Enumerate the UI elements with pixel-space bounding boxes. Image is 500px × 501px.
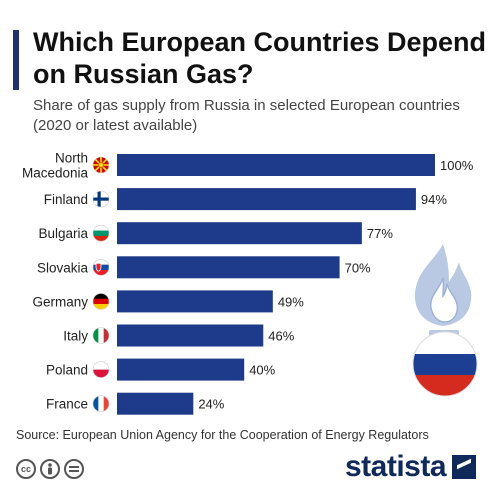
value-label: 94% (421, 192, 447, 207)
flag-outline (92, 224, 110, 242)
value-label: 40% (249, 363, 275, 378)
flag-outline (92, 156, 110, 174)
north-macedonia-flag-icon (93, 157, 109, 173)
value-label: 49% (278, 294, 304, 309)
finland-flag-icon (93, 191, 109, 208)
flag-outline (92, 395, 110, 413)
category-label: France (46, 397, 88, 412)
bar (117, 154, 435, 176)
gas-flame-russia-flag-icon (412, 244, 478, 397)
bar (117, 358, 245, 381)
chart-title: Which European Countries Depend on Russi… (33, 27, 487, 89)
bar (117, 290, 273, 313)
brand-name: statista (345, 450, 447, 483)
bar (117, 256, 340, 279)
flag-outline (92, 293, 110, 310)
title-accent-bar (13, 30, 19, 90)
bar (117, 392, 194, 415)
flag-outline (92, 258, 110, 276)
cc-icon[interactable]: cc (16, 459, 36, 479)
chart-subtitle: Share of gas supply from Russia in selec… (33, 97, 460, 134)
flag-outline (92, 327, 110, 344)
category-label: Germany (32, 294, 88, 309)
source-note: Source: European Union Agency for the Co… (16, 428, 429, 442)
bar (117, 222, 362, 245)
no-derivatives-icon[interactable] (64, 459, 84, 479)
value-label: 70% (345, 260, 371, 275)
value-label: 100% (440, 158, 474, 173)
license-icons: cc (16, 459, 84, 479)
france-flag-icon (93, 395, 109, 412)
slovakia-flag-icon (93, 259, 109, 276)
category-label: Bulgaria (38, 226, 88, 241)
statista-logo[interactable]: statista (345, 450, 477, 484)
germany-flag-icon (93, 293, 109, 310)
value-label: 24% (198, 397, 224, 412)
category-label: Poland (46, 363, 88, 378)
category-label: Italy (63, 329, 88, 344)
category-label: Finland (44, 192, 88, 207)
attribution-icon[interactable] (40, 459, 60, 479)
bulgaria-flag-icon (93, 225, 109, 242)
flag-outline (92, 190, 110, 208)
value-label: 77% (367, 226, 393, 241)
flag-outline (92, 361, 110, 378)
bar (117, 324, 264, 347)
statista-mark-icon (452, 455, 477, 479)
category-label: North Macedonia (22, 151, 89, 181)
value-label: 46% (268, 329, 294, 344)
italy-flag-icon (93, 327, 109, 344)
category-label: Slovakia (37, 260, 89, 275)
poland-flag-icon (93, 361, 109, 378)
bar (117, 188, 416, 211)
